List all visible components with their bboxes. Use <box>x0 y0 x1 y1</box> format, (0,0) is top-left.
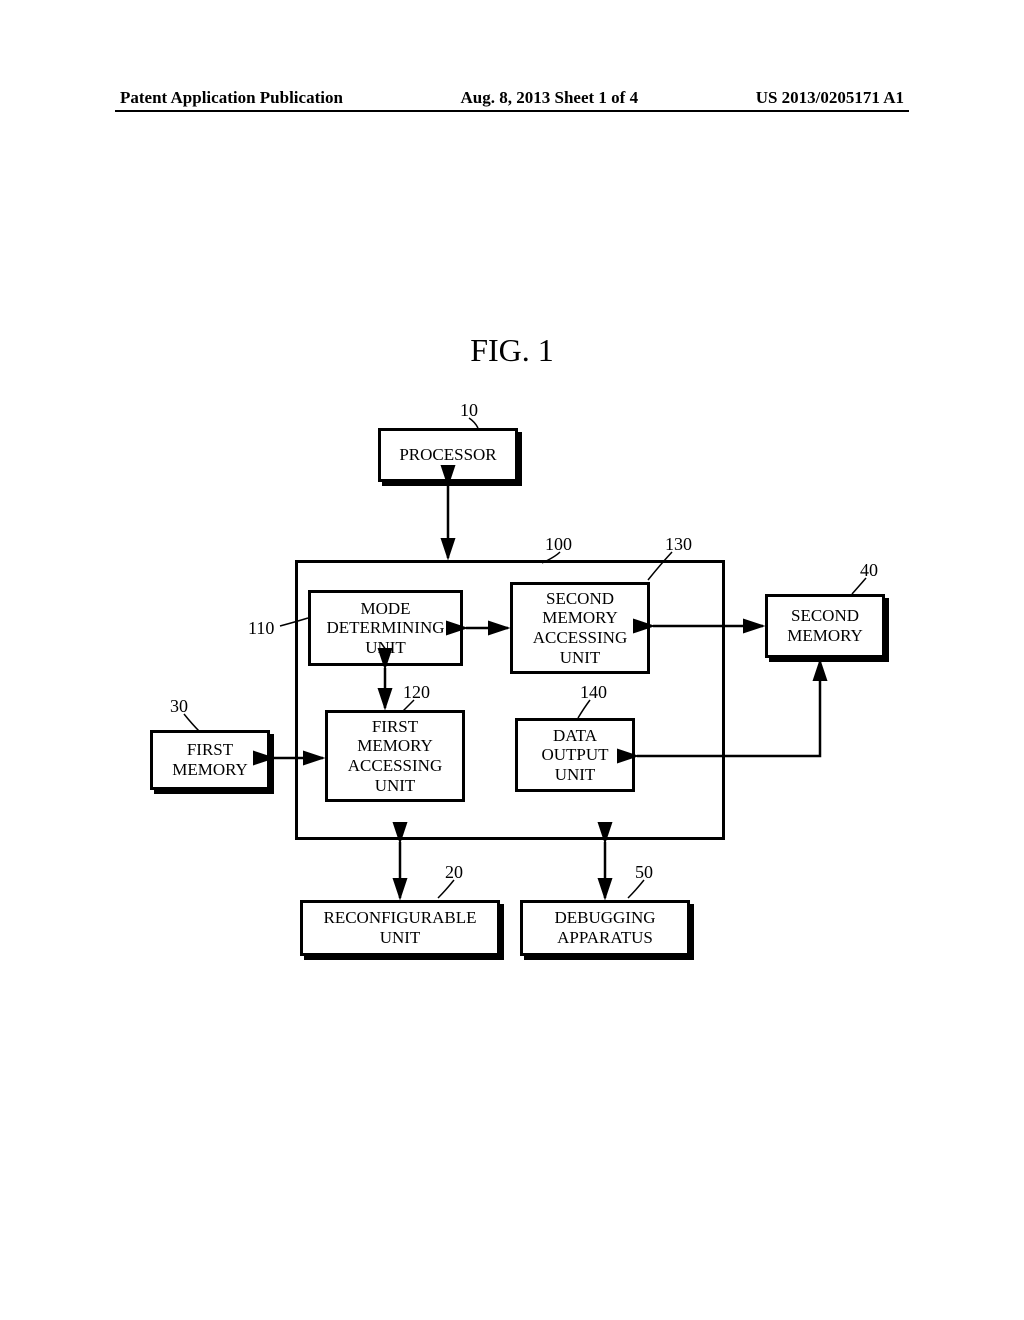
processor-box: PROCESSOR <box>378 428 518 482</box>
ref-110: 110 <box>248 618 274 639</box>
header-center: Aug. 8, 2013 Sheet 1 of 4 <box>461 88 639 108</box>
block-diagram: PROCESSOR MODE DETERMINING UNIT SECOND M… <box>120 400 920 1040</box>
first-accessing-label: FIRST MEMORY ACCESSING UNIT <box>348 717 442 795</box>
ref-140: 140 <box>580 682 607 703</box>
header-right: US 2013/0205171 A1 <box>756 88 904 108</box>
second-accessing-box: SECOND MEMORY ACCESSING UNIT <box>510 582 650 674</box>
mode-unit-label: MODE DETERMINING UNIT <box>326 599 444 658</box>
mode-unit-box: MODE DETERMINING UNIT <box>308 590 463 666</box>
header-rule <box>115 110 909 112</box>
second-memory-box: SECOND MEMORY <box>765 594 885 658</box>
first-memory-label: FIRST MEMORY <box>172 740 248 779</box>
ref-130: 130 <box>665 534 692 555</box>
processor-label: PROCESSOR <box>399 445 496 465</box>
ref-10: 10 <box>460 400 478 421</box>
second-accessing-label: SECOND MEMORY ACCESSING UNIT <box>533 589 627 667</box>
header-left: Patent Application Publication <box>120 88 343 108</box>
ref-50: 50 <box>635 862 653 883</box>
ref-120: 120 <box>403 682 430 703</box>
reconf-box: RECONFIGURABLE UNIT <box>300 900 500 956</box>
debug-label: DEBUGGING APPARATUS <box>554 908 655 947</box>
data-output-label: DATA OUTPUT UNIT <box>541 726 608 785</box>
ref-20: 20 <box>445 862 463 883</box>
ref-30: 30 <box>170 696 188 717</box>
reconf-label: RECONFIGURABLE UNIT <box>323 908 476 947</box>
first-memory-box: FIRST MEMORY <box>150 730 270 790</box>
data-output-box: DATA OUTPUT UNIT <box>515 718 635 792</box>
first-accessing-box: FIRST MEMORY ACCESSING UNIT <box>325 710 465 802</box>
figure-title: FIG. 1 <box>0 332 1024 369</box>
ref-40: 40 <box>860 560 878 581</box>
page-header: Patent Application Publication Aug. 8, 2… <box>0 88 1024 108</box>
second-memory-label: SECOND MEMORY <box>787 606 863 645</box>
debug-box: DEBUGGING APPARATUS <box>520 900 690 956</box>
ref-100: 100 <box>545 534 572 555</box>
